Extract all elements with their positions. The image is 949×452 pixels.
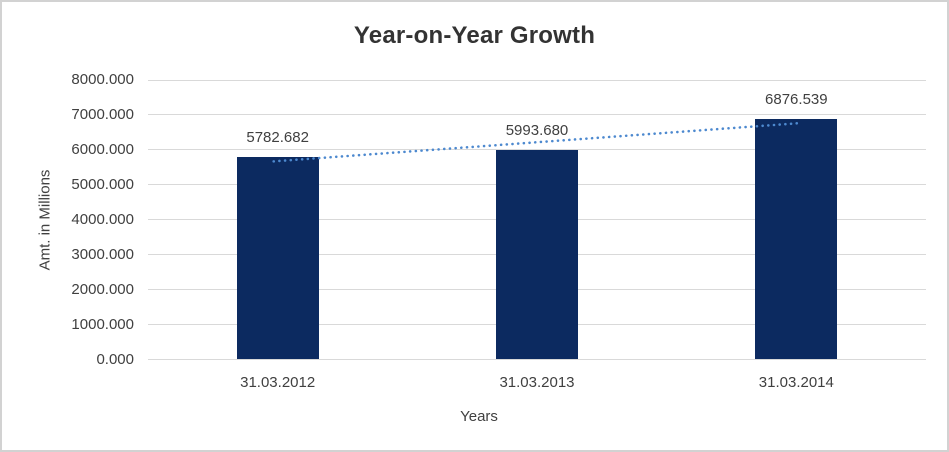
y-axis-tick-label: 0.000 — [96, 350, 134, 368]
x-axis-tick-label: 31.03.2012 — [240, 373, 316, 391]
x-axis-title: Years — [460, 408, 498, 425]
y-axis-tick-label: 6000.000 — [71, 140, 134, 158]
y-axis-tick-label: 7000.000 — [71, 105, 134, 123]
bar-31.03.2013 — [496, 150, 578, 360]
bar-31.03.2012 — [236, 157, 319, 360]
y-axis-tick-label: 8000.000 — [71, 71, 134, 88]
data-label: 5782.682 — [246, 129, 309, 147]
bar-31.03.2014 — [755, 119, 838, 360]
y-axis-tick-label: 3000.000 — [71, 245, 134, 263]
gridline — [148, 114, 926, 116]
y-axis-tick-label: 2000.000 — [71, 280, 134, 298]
x-axis-tick-label: 31.03.2014 — [758, 373, 834, 391]
y-axis-tick-label: 4000.000 — [71, 210, 134, 228]
gridline — [148, 79, 926, 81]
y-axis-tick-label: 5000.000 — [71, 175, 134, 193]
x-axis-tick-label: 31.03.2013 — [499, 373, 575, 391]
data-label: 6876.539 — [765, 91, 828, 109]
data-label: 5993.680 — [505, 122, 569, 140]
y-axis-tick-label: 1000.000 — [71, 315, 134, 333]
chart-title: Year-on-Year Growth — [353, 22, 596, 49]
